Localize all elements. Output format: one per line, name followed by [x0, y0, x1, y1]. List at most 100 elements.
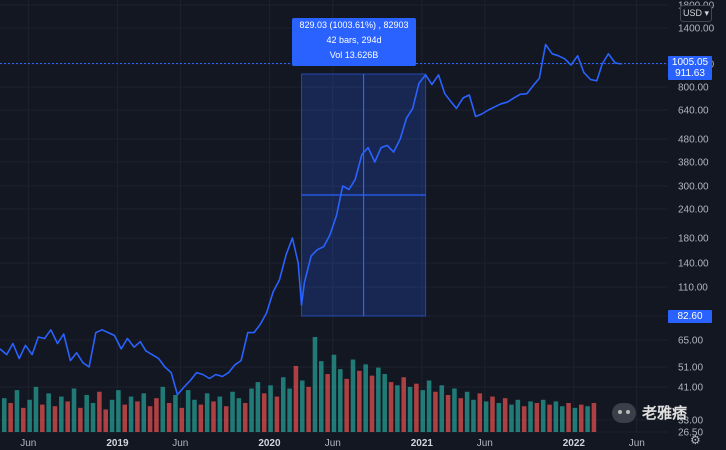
volume-bar [439, 385, 445, 432]
volume-bar [502, 398, 508, 432]
currency-label: USD [682, 8, 702, 18]
measure-change-text: 829.03 (1003.61%) , 82903 [299, 20, 409, 30]
volume-bar [198, 404, 204, 432]
volume-bar [46, 393, 51, 432]
volume-bar [230, 391, 235, 432]
volume-bar [471, 399, 476, 432]
volume-bar [382, 374, 387, 432]
volume-bar [128, 396, 134, 432]
y-tick-label: 140.00 [678, 259, 709, 270]
volume-bar [90, 403, 96, 432]
measure-bars-text: 42 bars, 294d [326, 35, 382, 45]
volume-bar [65, 401, 70, 432]
volume-bar [8, 403, 13, 432]
volume-bar [135, 401, 140, 432]
y-tick-label: 110.00 [678, 283, 708, 294]
x-tick-label: Jun [629, 438, 645, 449]
settings-gear-icon[interactable]: ⚙ [690, 433, 701, 447]
x-tick-label: Jun [172, 438, 188, 449]
y-tick-label: 640.00 [678, 106, 709, 117]
volume-bar [84, 394, 89, 432]
volume-bar [255, 382, 261, 432]
volume-bar [572, 407, 578, 432]
volume-bar [553, 401, 559, 432]
volume-bar [559, 406, 565, 432]
volume-bar [173, 394, 178, 432]
x-tick-label: 2019 [106, 438, 129, 449]
y-tick-label: 180.00 [678, 234, 709, 245]
volume-bar [376, 367, 381, 432]
volume-bar [458, 398, 464, 432]
volume-bar [192, 399, 197, 432]
volume-bar [211, 401, 216, 432]
y-tick-label: 800.00 [678, 83, 709, 94]
volume-bar [420, 390, 426, 432]
y-tick-label: 65.00 [678, 336, 703, 347]
volume-bar [166, 403, 172, 432]
volume-bar [490, 396, 495, 432]
volume-bar [591, 403, 597, 432]
volume-bar [325, 374, 330, 432]
volume-bar [280, 377, 286, 432]
y-tick-label: 300.00 [678, 182, 709, 193]
volume-bar [2, 398, 7, 432]
volume-bar [268, 385, 273, 432]
x-tick-label: Jun [20, 438, 36, 449]
volume-bar [185, 390, 191, 432]
x-tick-label: Jun [325, 438, 341, 449]
measure-volume-text: Vol 13.626B [329, 50, 379, 60]
wechat-icon [612, 402, 636, 423]
volume-bar [287, 388, 292, 432]
watermark: 老雅痞 [612, 402, 687, 423]
x-tick-label: 2021 [411, 438, 434, 449]
measure-tooltip: 829.03 (1003.61%) , 82903 42 bars, 294d … [292, 18, 416, 66]
volume-bar [540, 399, 546, 432]
currency-select[interactable]: USD ▾ [680, 5, 712, 22]
volume-bar [97, 391, 102, 432]
volume-bar [21, 407, 26, 432]
volume-bar [204, 393, 210, 432]
volume-bar [496, 403, 502, 432]
volume-bar [369, 375, 375, 432]
volume-bar [483, 401, 489, 432]
y-tick-label: 480.00 [678, 135, 709, 146]
measure-end-price-tag: 911.63 [668, 67, 712, 80]
volume-bar [141, 393, 147, 432]
volume-bar [521, 406, 527, 432]
y-tick-label: 41.00 [678, 383, 703, 394]
volume-bar [78, 407, 83, 432]
volume-bar [71, 388, 77, 432]
volume-bar [515, 399, 521, 432]
volume-bar [388, 382, 394, 432]
y-tick-label: 33.00 [678, 416, 703, 427]
volume-bar [122, 404, 128, 432]
volume-bars [2, 337, 597, 432]
price-line-series [0, 43, 622, 396]
volume-bar [40, 404, 45, 432]
volume-bar [464, 391, 470, 432]
y-tick-label: 240.00 [678, 205, 709, 216]
volume-bar [59, 396, 64, 432]
y-tick-label: 1400.00 [678, 24, 715, 35]
volume-bar [509, 404, 514, 432]
volume-bar [414, 383, 419, 432]
x-tick-label: 2022 [563, 438, 586, 449]
volume-bar [109, 399, 115, 432]
volume-bar [452, 388, 457, 432]
volume-bar [274, 396, 280, 432]
volume-bar [528, 401, 533, 432]
volume-bar [52, 406, 58, 432]
x-axis: Jun 2019 Jun 2020 Jun 2021 Jun 2022 Jun [20, 438, 645, 449]
volume-bar [242, 403, 248, 432]
volume-bar [179, 407, 185, 432]
volume-bar [160, 386, 166, 432]
volume-bar [344, 378, 349, 432]
current-price-tag: 1005.05 [668, 56, 712, 69]
volume-bar [27, 399, 32, 432]
y-tick-label: 26.50 [678, 428, 703, 439]
volume-bar [14, 390, 20, 432]
volume-bar [407, 386, 413, 432]
volume-bar [363, 364, 368, 432]
y-tick-label: 51.00 [678, 363, 703, 374]
